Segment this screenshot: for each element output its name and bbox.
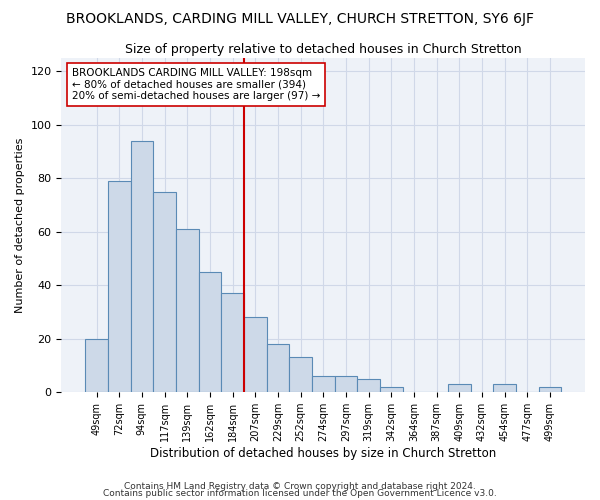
Bar <box>221 294 244 392</box>
Bar <box>266 344 289 392</box>
Bar <box>289 358 312 392</box>
Bar <box>539 387 561 392</box>
Bar <box>131 141 153 392</box>
X-axis label: Distribution of detached houses by size in Church Stretton: Distribution of detached houses by size … <box>150 447 496 460</box>
Bar <box>335 376 357 392</box>
Title: Size of property relative to detached houses in Church Stretton: Size of property relative to detached ho… <box>125 42 521 56</box>
Bar <box>85 339 108 392</box>
Bar <box>448 384 470 392</box>
Bar <box>108 181 131 392</box>
Bar <box>312 376 335 392</box>
Y-axis label: Number of detached properties: Number of detached properties <box>15 138 25 313</box>
Text: Contains HM Land Registry data © Crown copyright and database right 2024.: Contains HM Land Registry data © Crown c… <box>124 482 476 491</box>
Bar <box>199 272 221 392</box>
Bar <box>153 192 176 392</box>
Text: BROOKLANDS CARDING MILL VALLEY: 198sqm
← 80% of detached houses are smaller (394: BROOKLANDS CARDING MILL VALLEY: 198sqm ←… <box>72 68 320 102</box>
Bar <box>357 379 380 392</box>
Text: Contains public sector information licensed under the Open Government Licence v3: Contains public sector information licen… <box>103 489 497 498</box>
Bar <box>176 229 199 392</box>
Bar <box>380 387 403 392</box>
Text: BROOKLANDS, CARDING MILL VALLEY, CHURCH STRETTON, SY6 6JF: BROOKLANDS, CARDING MILL VALLEY, CHURCH … <box>66 12 534 26</box>
Bar <box>493 384 516 392</box>
Bar <box>244 318 266 392</box>
